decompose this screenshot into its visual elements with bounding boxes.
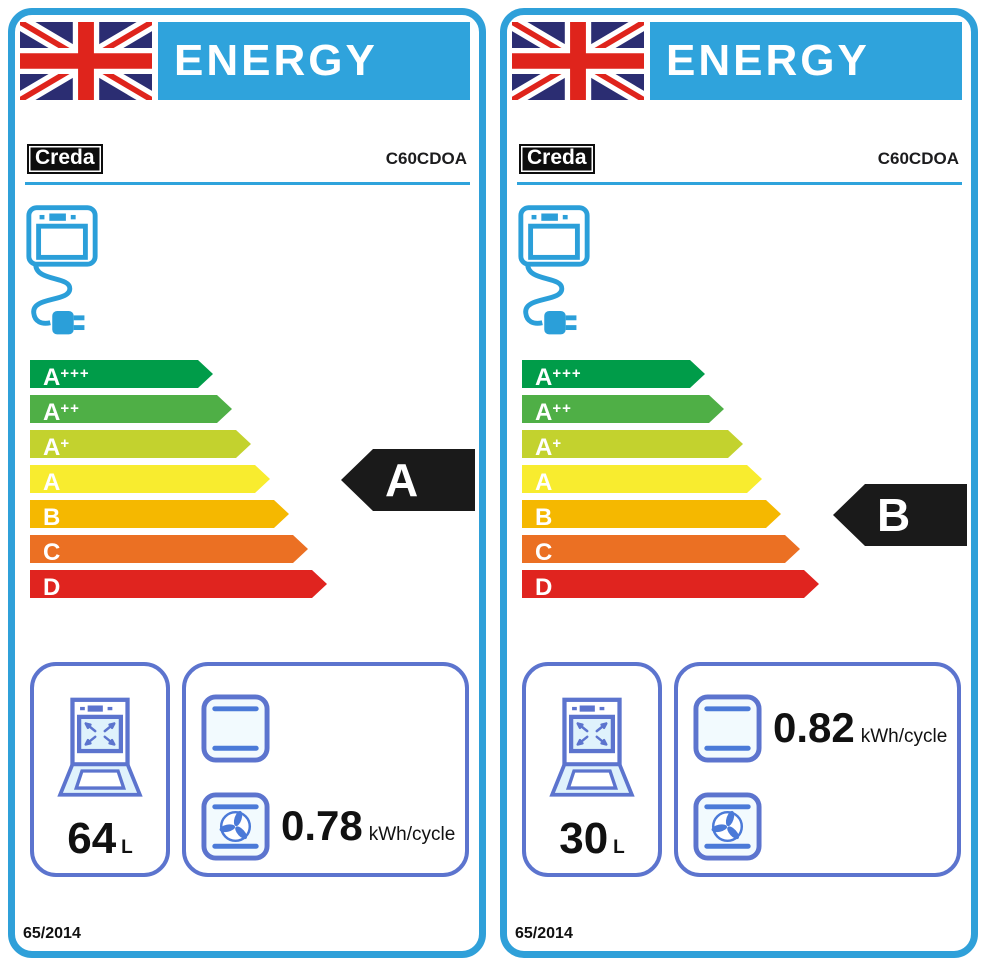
efficiency-scale: A+++ A++ A+ A B C D (30, 360, 327, 605)
conventional-oven-icon (201, 693, 270, 763)
energy-label-second-oven: ENERGY Creda C60CDOA A+++ A++ A+ A B C D (500, 8, 978, 958)
conventional-heating-row: 0.82 kWh/cycle (692, 686, 957, 770)
efficiency-scale: A+++ A++ A+ A B C D (522, 360, 819, 605)
scale-arrow-d: D (30, 570, 327, 598)
volume-text: 30 L (559, 814, 625, 864)
conventional-heating-row (200, 686, 465, 770)
uk-flag-icon (20, 22, 152, 100)
regulation-number: 65/2014 (23, 925, 81, 942)
volume-unit: L (613, 837, 625, 858)
volume-text: 64 L (67, 814, 133, 864)
energy-unit: kWh/cycle (860, 726, 948, 747)
scale-arrow-a++: A++ (30, 395, 232, 423)
model-number: C60CDOA (385, 149, 467, 168)
volume-value: 64 (67, 814, 117, 863)
regulation-number: 65/2014 (515, 925, 573, 942)
fan-energy-value: 0.78 kWh/cycle (281, 802, 455, 850)
energy-label-main-oven: ENERGY Creda C60CDOA A+++ A++ A+ A B C D (8, 8, 486, 958)
rating-indicator: B (833, 484, 967, 546)
scale-arrow-a+++: A+++ (522, 360, 705, 388)
volume-value: 30 (559, 814, 609, 863)
scale-arrow-a++: A++ (522, 395, 724, 423)
energy-labels-pair: ENERGY Creda C60CDOA A+++ A++ A+ A B C D (8, 8, 978, 958)
scale-arrow-c: C (522, 535, 800, 563)
scale-arrow-a+: A+ (30, 430, 251, 458)
scale-arrow-c: C (30, 535, 308, 563)
rating-letter: A (385, 454, 419, 506)
energy-value: 0.82 (773, 704, 855, 751)
fan-oven-icon (201, 791, 270, 861)
energy-value: 0.78 (281, 802, 363, 849)
oven-cavity-icon (57, 697, 143, 797)
conventional-oven-icon (693, 693, 762, 763)
energy-consumption-box: 0.82 kWh/cycle (674, 662, 961, 877)
fan-oven-icon (693, 791, 762, 861)
oven-plug-icon (518, 205, 590, 335)
header-rule (25, 182, 470, 185)
scale-arrow-a+++: A+++ (30, 360, 213, 388)
label-header: ENERGY (512, 22, 962, 100)
rating-letter: B (877, 489, 911, 541)
rating-indicator: A (341, 449, 475, 511)
scale-arrow-a+: A+ (522, 430, 743, 458)
energy-title: ENERGY (650, 22, 962, 100)
brand-logo: Creda (27, 144, 103, 174)
energy-title: ENERGY (158, 22, 470, 100)
oven-plug-icon (26, 205, 98, 335)
energy-consumption-box: 0.78 kWh/cycle (182, 662, 469, 877)
model-number: C60CDOA (877, 149, 959, 168)
scale-arrow-a: A (30, 465, 270, 493)
oven-cavity-icon (549, 697, 635, 797)
volume-unit: L (121, 837, 133, 858)
volume-box: 30 L (522, 662, 662, 877)
label-header: ENERGY (20, 22, 470, 100)
brand-row: Creda C60CDOA (519, 144, 959, 174)
fan-heating-row: 0.78 kWh/cycle (200, 784, 465, 868)
scale-arrow-a: A (522, 465, 762, 493)
info-boxes: 64 L (30, 662, 469, 877)
header-rule (517, 182, 962, 185)
brand-row: Creda C60CDOA (27, 144, 467, 174)
uk-flag-icon (512, 22, 644, 100)
volume-box: 64 L (30, 662, 170, 877)
energy-unit: kWh/cycle (368, 824, 456, 845)
scale-arrow-b: B (30, 500, 289, 528)
conventional-energy-value: 0.82 kWh/cycle (773, 704, 947, 752)
brand-logo: Creda (519, 144, 595, 174)
fan-heating-row (692, 784, 957, 868)
scale-arrow-d: D (522, 570, 819, 598)
info-boxes: 30 L 0.82 kWh/cycle (522, 662, 961, 877)
scale-arrow-b: B (522, 500, 781, 528)
